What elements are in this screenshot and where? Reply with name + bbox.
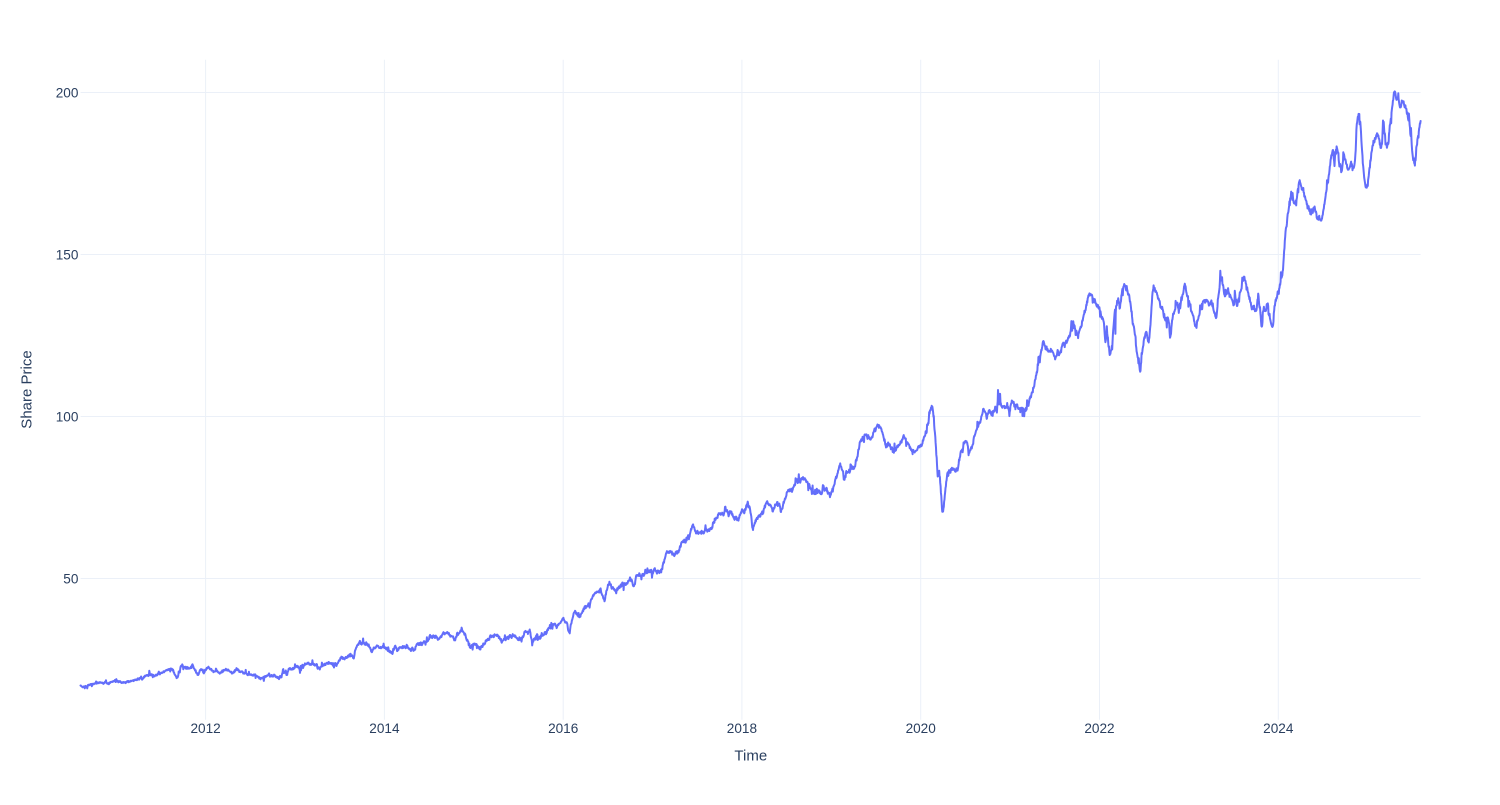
- svg-text:Share Price: Share Price: [18, 350, 35, 428]
- svg-text:2024: 2024: [1263, 721, 1294, 736]
- svg-text:200: 200: [56, 85, 79, 100]
- svg-text:2016: 2016: [548, 721, 578, 736]
- svg-text:50: 50: [63, 571, 79, 586]
- svg-text:2012: 2012: [190, 721, 220, 736]
- svg-text:2022: 2022: [1084, 721, 1114, 736]
- svg-text:2020: 2020: [906, 721, 937, 736]
- svg-text:2014: 2014: [369, 721, 400, 736]
- svg-text:2018: 2018: [727, 721, 757, 736]
- svg-text:150: 150: [56, 247, 79, 262]
- svg-text:Time: Time: [734, 748, 767, 765]
- svg-text:100: 100: [56, 409, 79, 424]
